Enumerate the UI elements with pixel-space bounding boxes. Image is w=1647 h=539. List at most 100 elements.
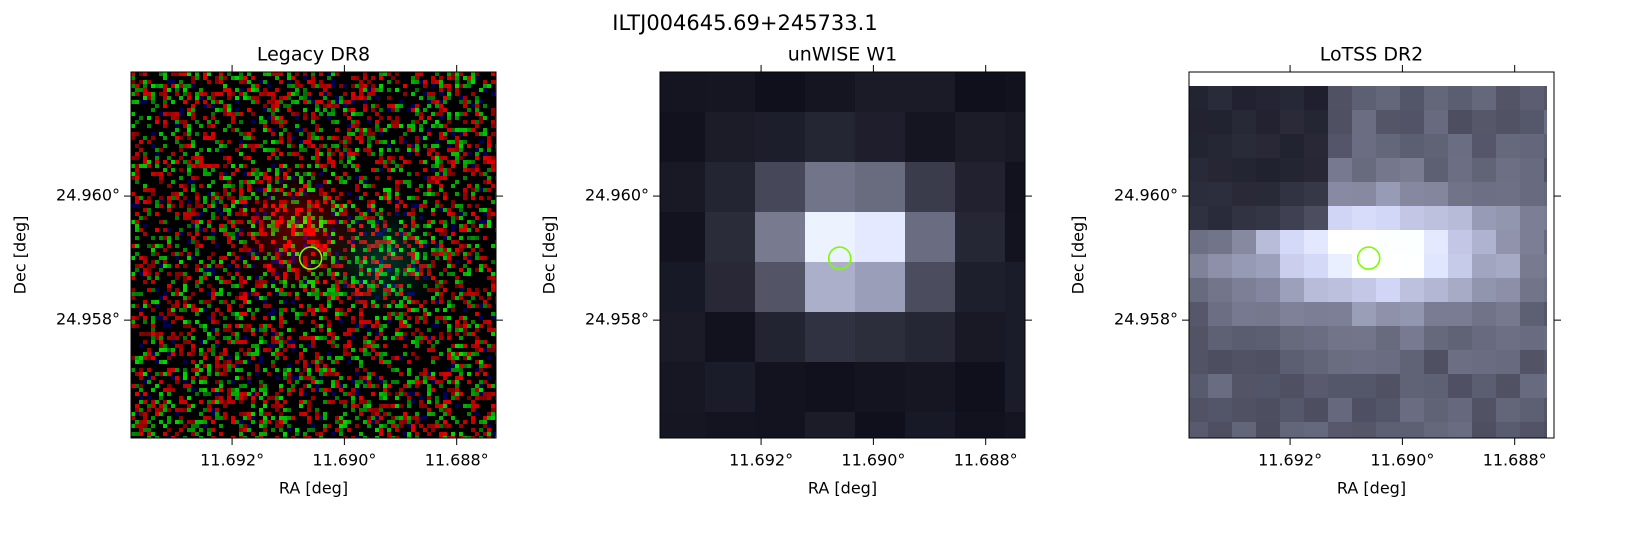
pixel: [271, 208, 275, 212]
pixel: [307, 208, 311, 212]
pixel: [283, 248, 287, 252]
pixel: [311, 220, 315, 224]
pixel: [415, 264, 419, 268]
pixel: [231, 148, 235, 152]
pixel: [315, 108, 319, 112]
pixel: [291, 212, 295, 216]
pixel: [483, 196, 487, 200]
pixel: [447, 80, 451, 84]
pixel: [379, 88, 383, 92]
pixel: [159, 248, 163, 252]
pixel: [155, 132, 159, 136]
pixel: [395, 192, 399, 196]
pixel: [487, 76, 491, 80]
pixel: [195, 76, 199, 80]
pixel: [147, 80, 151, 84]
pixel: [415, 240, 419, 244]
pixel: [343, 236, 347, 240]
pixel: [139, 84, 143, 88]
pixel: [247, 240, 251, 244]
pixel: [255, 152, 259, 156]
pixel: [323, 188, 327, 192]
pixel: [199, 88, 203, 92]
pixel: [203, 260, 207, 264]
pixel: [275, 272, 279, 276]
pixel: [151, 128, 155, 132]
pixel: [243, 180, 247, 184]
pixel: [367, 148, 371, 152]
pixel: [459, 144, 463, 148]
pixel: [243, 124, 247, 128]
pixel: [263, 136, 267, 140]
pixel: [223, 248, 227, 252]
pixel: [139, 172, 143, 176]
pixel: [435, 84, 439, 88]
pixel: [419, 156, 423, 160]
pixel: [407, 184, 411, 188]
pixel: [279, 84, 283, 88]
pixel: [331, 76, 335, 80]
pixel: [419, 124, 423, 128]
pixel: [267, 148, 271, 152]
pixel: [443, 72, 447, 76]
pixel: [431, 160, 435, 164]
pixel: [251, 148, 255, 152]
pixel: [279, 140, 283, 144]
pixel: [283, 96, 287, 100]
pixel: [447, 120, 451, 124]
pixel: [287, 88, 291, 92]
pixel: [439, 212, 443, 216]
pixel: [187, 84, 191, 88]
pixel: [279, 280, 283, 284]
pixel: [199, 280, 203, 284]
pixel: [339, 104, 343, 108]
pixel: [315, 232, 319, 236]
pixel: [223, 172, 227, 176]
pixel: [399, 160, 403, 164]
pixel: [355, 200, 359, 204]
pixel: [231, 164, 235, 168]
pixel: [303, 172, 307, 176]
pixel: [211, 252, 215, 256]
pixel: [451, 248, 455, 252]
pixel: [219, 192, 223, 196]
pixel: [403, 156, 407, 160]
pixel: [271, 128, 275, 132]
pixel: [311, 188, 315, 192]
pixel: [379, 140, 383, 144]
pixel: [463, 92, 467, 96]
pixel: [283, 176, 287, 180]
pixel: [139, 148, 143, 152]
pixel: [175, 272, 179, 276]
pixel: [179, 144, 183, 148]
pixel: [415, 256, 419, 260]
pixel: [399, 168, 403, 172]
pixel: [263, 84, 267, 88]
pixel: [479, 204, 483, 208]
pixel: [287, 160, 291, 164]
pixel: [155, 156, 159, 160]
pixel: [387, 132, 391, 136]
pixel: [311, 184, 315, 188]
pixel: [131, 108, 135, 112]
pixel: [475, 84, 479, 88]
pixel: [179, 192, 183, 196]
pixel: [203, 216, 207, 220]
pixel: [147, 92, 151, 96]
pixel: [383, 124, 387, 128]
pixel: [151, 256, 155, 260]
pixel: [159, 172, 163, 176]
pixel: [219, 88, 223, 92]
pixel: [375, 116, 379, 120]
pixel: [331, 72, 335, 76]
pixel: [383, 76, 387, 80]
pixel: [303, 140, 307, 144]
pixel: [335, 160, 339, 164]
pixel: [447, 92, 451, 96]
pixel: [463, 80, 467, 84]
pixel: [407, 120, 411, 124]
pixel: [179, 208, 183, 212]
pixel: [439, 116, 443, 120]
pixel: [411, 96, 415, 100]
pixel: [467, 248, 471, 252]
